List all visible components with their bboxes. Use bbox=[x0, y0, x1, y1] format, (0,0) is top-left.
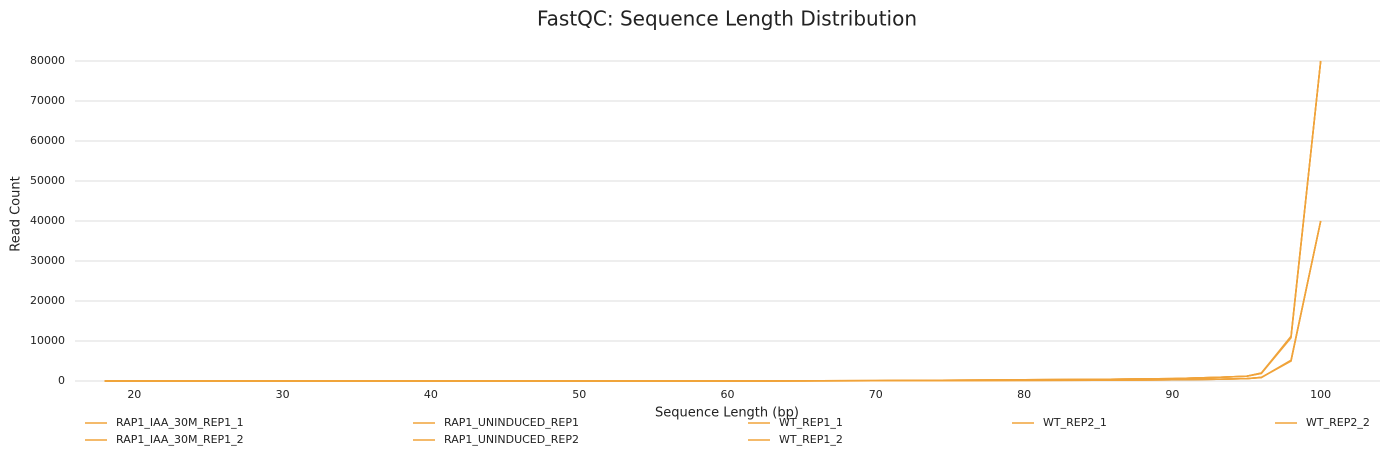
y-axis-label: Read Count bbox=[9, 176, 24, 251]
x-tick-label: 100 bbox=[1310, 388, 1331, 401]
y-tick-label: 10000 bbox=[30, 334, 65, 347]
y-tick-label: 60000 bbox=[30, 134, 65, 147]
y-tick-label: 30000 bbox=[30, 254, 65, 267]
y-tick-label: 70000 bbox=[30, 94, 65, 107]
x-tick-label: 60 bbox=[721, 388, 735, 401]
legend-label: WT_REP2_1 bbox=[1043, 416, 1107, 429]
x-tick-label: 90 bbox=[1165, 388, 1179, 401]
x-tick-label: 20 bbox=[127, 388, 141, 401]
x-tick-label: 70 bbox=[869, 388, 883, 401]
x-tick-label: 50 bbox=[572, 388, 586, 401]
legend-label: RAP1_IAA_30M_REP1_1 bbox=[116, 416, 244, 429]
x-tick-label: 30 bbox=[276, 388, 290, 401]
legend-label: RAP1_UNINDUCED_REP2 bbox=[444, 433, 579, 446]
y-tick-label: 0 bbox=[58, 374, 65, 387]
y-tick-label: 40000 bbox=[30, 214, 65, 227]
series-line bbox=[104, 220, 1322, 382]
x-tick-label: 80 bbox=[1017, 388, 1031, 401]
y-tick-label: 80000 bbox=[30, 54, 65, 67]
legend-label: WT_REP1_2 bbox=[779, 433, 843, 446]
legend-label: WT_REP1_1 bbox=[779, 416, 843, 429]
x-axis-label: Sequence Length (bp) bbox=[655, 406, 799, 421]
chart-title: FastQC: Sequence Length Distribution bbox=[537, 7, 917, 31]
y-tick-label: 20000 bbox=[30, 294, 65, 307]
x-tick-label: 40 bbox=[424, 388, 438, 401]
y-tick-label: 50000 bbox=[30, 174, 65, 187]
legend-label: RAP1_IAA_30M_REP1_2 bbox=[116, 433, 244, 446]
legend-label: RAP1_UNINDUCED_REP1 bbox=[444, 416, 579, 429]
legend-label: WT_REP2_2 bbox=[1306, 416, 1370, 429]
